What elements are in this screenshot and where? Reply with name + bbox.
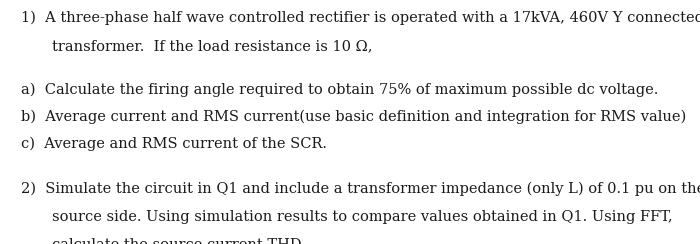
Text: transformer.  If the load resistance is 10 Ω,: transformer. If the load resistance is 1… xyxy=(52,39,373,53)
Text: a)  Calculate the firing angle required to obtain 75% of maximum possible dc vol: a) Calculate the firing angle required t… xyxy=(21,83,659,97)
Text: c)  Average and RMS current of the SCR.: c) Average and RMS current of the SCR. xyxy=(21,137,327,151)
Text: source side. Using simulation results to compare values obtained in Q1. Using FF: source side. Using simulation results to… xyxy=(52,210,673,224)
Text: 2)  Simulate the circuit in Q1 and include a transformer impedance (only L) of 0: 2) Simulate the circuit in Q1 and includ… xyxy=(21,182,700,196)
Text: 1)  A three-phase half wave controlled rectifier is operated with a 17kVA, 460V : 1) A three-phase half wave controlled re… xyxy=(21,11,700,25)
Text: calculate the source current THD.: calculate the source current THD. xyxy=(52,238,307,244)
Text: b)  Average current and RMS current(use basic definition and integration for RMS: b) Average current and RMS current(use b… xyxy=(21,110,686,124)
